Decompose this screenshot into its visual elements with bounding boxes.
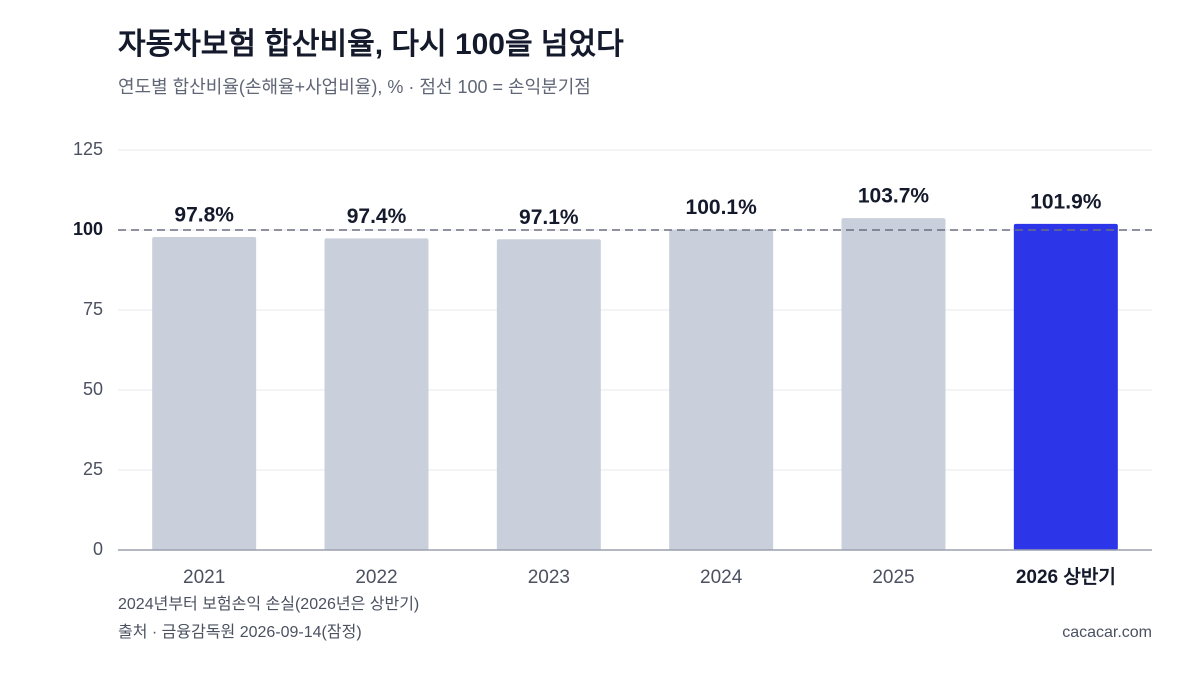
chart-subtitle: 연도별 합산비율(손해율+사업비율), % · 점선 100 = 손익분기점: [118, 77, 591, 97]
credit: cacacar.com: [1062, 624, 1152, 641]
y-tick-label: 25: [83, 459, 103, 479]
value-label: 97.4%: [347, 205, 407, 228]
bar: [841, 218, 946, 550]
y-tick-label: 75: [83, 299, 103, 319]
y-tick-label: 0: [93, 539, 103, 559]
x-tick-label: 2025: [872, 567, 914, 588]
value-label: 101.9%: [1030, 190, 1102, 213]
bar: [152, 237, 257, 551]
y-tick-label: 50: [83, 379, 103, 399]
y-tick-label: 100: [73, 219, 103, 239]
bar: [1013, 223, 1118, 551]
source: 출처 · 금융감독원 2026-09-14(잠정): [118, 623, 362, 641]
x-tick-label: 2021: [183, 567, 225, 588]
bar: [669, 229, 774, 550]
value-label: 103.7%: [858, 185, 930, 208]
value-label: 97.8%: [174, 204, 234, 227]
x-tick-label: 2023: [528, 567, 570, 588]
value-label: 97.1%: [519, 206, 579, 229]
x-tick-label: 2026 상반기: [1016, 566, 1116, 588]
bar: [496, 239, 601, 550]
x-tick-label: 2022: [355, 567, 397, 588]
y-tick-label: 125: [73, 139, 103, 159]
note: 2024년부터 보험손익 손실(2026년은 상반기): [118, 595, 419, 613]
value-label: 100.1%: [686, 196, 758, 219]
chart-title: 자동차보험 합산비율, 다시 100을 넘었다: [118, 28, 624, 61]
x-tick-label: 2024: [700, 567, 743, 588]
bar: [324, 238, 429, 550]
